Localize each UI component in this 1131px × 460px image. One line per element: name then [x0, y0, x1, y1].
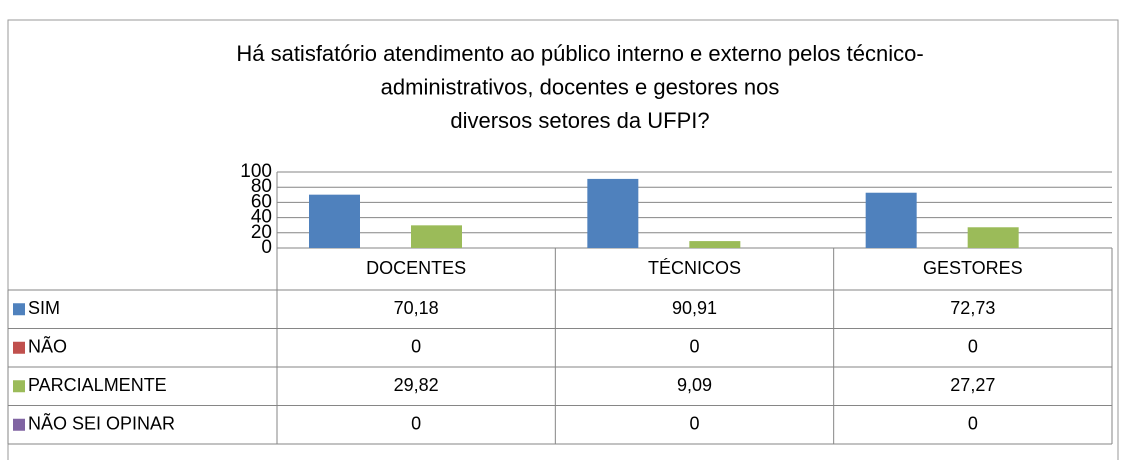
chart-title: diversos setores da UFPI?	[450, 108, 709, 133]
data-label: 0	[411, 414, 421, 434]
x-tick-label: TÉCNICOS	[648, 258, 741, 278]
y-tick-label: 100	[240, 161, 272, 182]
data-label: 0	[968, 337, 978, 357]
legend-swatch	[13, 303, 25, 316]
legend-swatch	[13, 380, 25, 393]
y-tick-label: 0	[261, 237, 272, 258]
legend-label: NÃO SEI OPINAR	[28, 413, 175, 434]
data-label: 0	[689, 337, 699, 357]
bar	[587, 178, 639, 248]
data-label: 72,73	[950, 298, 995, 318]
data-label: 90,91	[672, 298, 717, 318]
y-tick-label: 20	[251, 222, 272, 243]
data-label: 0	[968, 414, 978, 434]
chart-title: administrativos, docentes e gestores nos	[381, 74, 780, 99]
data-label: 0	[411, 337, 421, 357]
legend-swatch	[13, 418, 25, 431]
legend-label: SIM	[28, 298, 60, 318]
bar	[865, 192, 917, 248]
bar	[411, 225, 462, 248]
data-label: 9,09	[677, 375, 712, 395]
chart-frame	[7, 19, 1119, 460]
bar	[689, 241, 741, 248]
data-label: 27,27	[950, 375, 995, 395]
legend-swatch	[13, 341, 25, 354]
x-tick-label: GESTORES	[923, 258, 1023, 278]
data-label: 0	[689, 414, 699, 434]
bar	[967, 227, 1019, 248]
data-label: 29,82	[394, 375, 439, 395]
y-tick-label: 80	[251, 176, 272, 197]
legend-label: NÃO	[28, 336, 67, 357]
x-tick-label: DOCENTES	[366, 258, 466, 278]
y-tick-label: 60	[251, 191, 272, 212]
legend-label: PARCIALMENTE	[28, 375, 167, 395]
data-label: 70,18	[394, 298, 439, 318]
chart-title: Há satisfatório atendimento ao público i…	[236, 41, 923, 66]
bar	[309, 194, 360, 248]
y-tick-label: 40	[251, 207, 272, 228]
